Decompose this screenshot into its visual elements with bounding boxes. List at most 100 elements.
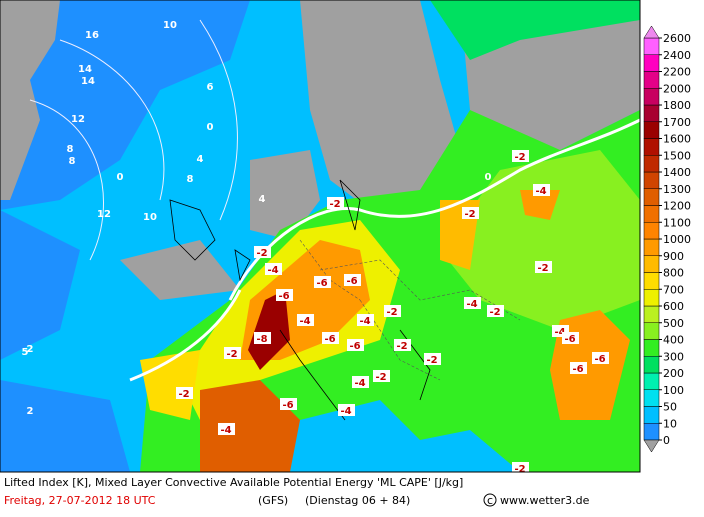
label-box [338,404,355,416]
zero-contour [129,289,242,382]
credit: www.wetter3.de [500,494,590,507]
contour-label: 2 [27,344,34,355]
legend-label: 1000 [663,233,691,246]
legend-swatch [643,205,660,223]
contour-label: 16 [85,30,99,41]
contour-label: 4 [259,194,266,205]
legend-swatch [643,389,660,407]
contour-label: 0 [485,172,492,183]
label-box [224,347,241,359]
contour-label: -2 [489,307,500,318]
contour-label: 8 [69,156,76,167]
contour-label: 0 [207,122,214,133]
legend-swatch [643,289,660,307]
legend-swatch [643,188,660,206]
label-box [357,314,374,326]
label-box [394,339,411,351]
label-box [297,314,314,326]
label-box [373,370,390,382]
model-name: (GFS) [258,494,288,507]
legend-swatch [643,171,660,189]
contour-label: -6 [594,354,605,365]
low-cape-field [0,380,130,472]
contour-label: 5 [22,347,29,358]
legend-label: 600 [663,300,684,313]
land-gray [300,0,460,210]
zero-contour [228,118,641,301]
contour-label: 2 [27,406,34,417]
legend-swatch [643,71,660,89]
contour-label: -4 [554,327,565,338]
contour-label: -6 [324,334,335,345]
legend-swatch [643,138,660,156]
legend-label: 1100 [663,216,691,229]
contour-label: -4 [299,316,310,327]
label-box [384,305,401,317]
contour-label: -2 [537,263,548,274]
land-gray [250,150,320,240]
legend-label: 1800 [663,99,691,112]
low-cape-field [0,210,80,360]
low-cape-field [0,0,250,210]
label-box [464,297,481,309]
label-box [254,246,271,258]
contour-label: 12 [97,209,111,220]
legend-label: 2400 [663,49,691,62]
contour-label: -2 [375,372,386,383]
color-legend: 0 10 50 100 200 300 400 500 600 700 800 900 1000 1100… [643,25,691,453]
contour-label: -6 [572,364,583,375]
legend-label: 100 [663,384,684,397]
cape-field [520,190,560,220]
legend-swatch [643,423,660,441]
contour-label: -4 [466,299,477,310]
land-gray [120,240,240,300]
label-box [462,207,479,219]
map-frame [0,0,641,473]
legend-swatch [643,272,660,290]
legend-label: 300 [663,350,684,363]
legend-label: 0 [663,434,670,447]
legend-arrow-bottom [643,439,660,453]
legend-label: 1400 [663,166,691,179]
legend-label: 1700 [663,116,691,129]
contour-label: 8 [67,144,74,155]
label-box [314,276,331,288]
label-box [535,261,552,273]
contour-label: -2 [386,307,397,318]
cape-field [248,290,290,370]
contour-label: -2 [178,389,189,400]
contour-label: -6 [564,334,575,345]
label-box [592,352,609,364]
legend-swatch [643,155,660,173]
contour-label: -2 [514,464,525,475]
contour-label: 10 [163,20,177,31]
label-box [562,332,579,344]
legend-label: 800 [663,267,684,280]
legend-label: 1500 [663,149,691,162]
label-box [344,274,361,286]
contour-label: -2 [329,199,340,210]
legend-label: 10 [663,417,677,430]
label-box [347,339,364,351]
legend-label: 1200 [663,200,691,213]
contour-labels: 16141412881210108644002-2-4-6-6-4-6-8-6-… [22,20,609,475]
legend-swatch [643,406,660,424]
contour-label: -6 [278,291,289,302]
legend-swatch [643,339,660,357]
legend-swatch [643,104,660,122]
label-box [176,387,193,399]
cape-field [430,0,640,60]
cape-field [440,150,640,330]
contour-label: -4 [267,265,278,276]
legend-label: 1600 [663,133,691,146]
contour-label: -2 [514,152,525,163]
contour-label: 4 [197,154,204,165]
label-box [322,332,339,344]
contour-label: 8 [187,174,194,185]
label-box [265,263,282,275]
run-info: (Dienstag 06 + 84) [305,494,410,507]
contour-label: -8 [256,334,267,345]
legend-label: 700 [663,283,684,296]
label-box [276,289,293,301]
isolines [29,19,238,261]
